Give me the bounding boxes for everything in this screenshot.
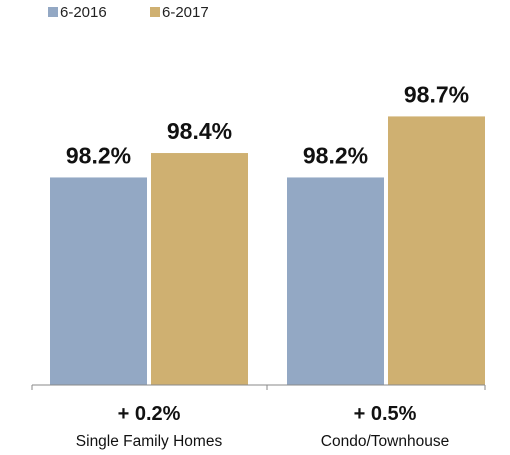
legend-swatch-series-1 [150,7,160,17]
value-label-condo-series-0: 98.2% [303,142,368,168]
bar-single-family-series-1 [151,153,248,385]
legend-label-series-0: 6-2016 [60,4,107,21]
category-label-single-family: Single Family Homes [76,433,223,450]
legend-swatch-series-0 [48,7,58,17]
change-label-condo: + 0.5% [354,403,417,425]
category-label-condo: Condo/Townhouse [321,433,449,450]
value-label-condo-series-1: 98.7% [404,81,469,107]
bars-group [50,116,485,386]
change-label-single-family: + 0.2% [118,403,181,425]
legend-label-series-1: 6-2017 [162,4,209,21]
bar-condo-series-1 [388,116,485,386]
value-labels-group: 98.2% 98.4% 98.2% 98.7% [66,81,469,168]
value-label-single-family-series-0: 98.2% [66,142,131,168]
value-label-single-family-series-1: 98.4% [167,118,232,144]
bar-single-family-series-0 [50,177,147,385]
bar-condo-series-0 [287,177,384,385]
legend: 6-2016 6-2017 [48,4,209,21]
